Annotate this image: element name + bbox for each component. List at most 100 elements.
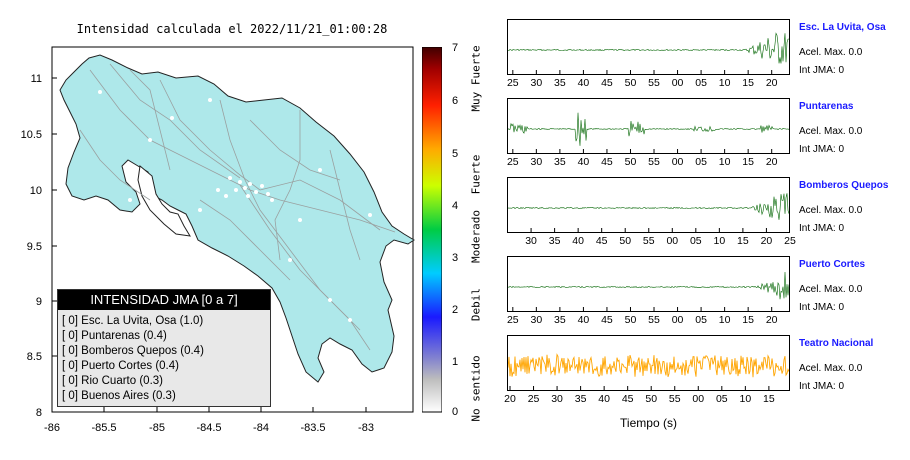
map-tick-marks [52,77,367,412]
y-tick-label: 9.5 [27,241,42,253]
time-tick-label: 30 [525,235,537,247]
time-tick-label: 55 [648,156,660,168]
station-jma-intensity: Int JMA: 0 [799,65,845,76]
road-network [79,63,396,351]
time-tick-label: 30 [530,314,543,326]
legend-item: [ 0] Buenos Aires (0.3) [62,390,176,402]
time-tick-label: 35 [554,314,566,326]
waveform-trace [508,353,789,390]
station-name: Bomberos Quepos [799,180,889,191]
time-tick-row: 30 35 40 45 50 55 00 05 10 15 20 25 [507,235,796,247]
time-tick-label: 15 [742,156,754,168]
scale-category: Fuerte [469,154,483,195]
time-tick-label: 25 [506,314,519,326]
scale-category: Muy Fuerte [469,45,483,112]
intensity-color-scale [422,47,442,413]
time-tick-label: 45 [601,314,613,326]
costa-rica-land [59,54,415,383]
time-tick-label: 45 [621,393,634,405]
time-tick-label: 00 [692,393,705,405]
intensity-legend: INTENSIDAD JMA [0 a 7] [ 0] Esc. La Uvit… [57,289,271,407]
x-tick-label: -85 [149,422,165,434]
time-tick-label: 50 [619,235,632,247]
station-jma-intensity: Int JMA: 0 [799,223,845,234]
time-tick-label: 50 [624,314,637,326]
map-axes: -86 -85.5 -85 -84.5 -84 -83.5 -83 11 10.… [21,73,374,434]
time-tick-row: 25 30 35 40 45 50 55 00 05 10 15 20 [507,77,790,89]
station-dots [98,90,372,322]
time-tick-label: 15 [737,235,749,247]
time-tick-label: 20 [760,235,773,247]
waveform-trace [508,112,789,153]
waveform-trace [508,32,789,74]
x-tick-label: -84.5 [196,422,221,434]
legend-item: [ 0] Bomberos Quepos (0.4) [62,345,204,357]
time-tick-label: 00 [671,77,684,89]
time-tick-label: 25 [784,235,796,247]
x-tick-label: -85.5 [91,422,116,434]
scale-tick: 3 [452,252,459,264]
time-tick-row: 25 30 35 40 45 50 55 00 05 10 15 20 [507,314,790,326]
time-tick-label: 35 [554,77,566,89]
waveform-line [508,271,789,300]
waveform-trace [508,271,789,311]
time-tick-label: 40 [577,77,590,89]
station-jma-intensity: Int JMA: 0 [799,381,845,392]
time-tick-label: 50 [624,156,637,168]
scale-tick: 2 [452,304,459,316]
legend-item: [ 0] Esc. La Uvita, Osa (1.0) [62,315,204,327]
legend-item: [ 0] Rio Cuarto (0.3) [62,375,163,387]
x-tick-label: -86 [44,422,60,434]
y-tick-label: 11 [31,73,42,85]
scale-tick: 7 [452,42,459,54]
time-tick-label: 20 [504,393,516,405]
time-tick-label: 25 [527,393,540,405]
time-tick-label: 00 [671,156,684,168]
scale-tick: 1 [452,356,459,368]
scale-tick: 6 [452,95,459,107]
time-tick-label: 45 [601,156,613,168]
waveform-panel [507,98,790,154]
station-max-accel: Acel. Max. 0.0 [799,363,863,374]
time-tick-label: 45 [601,77,613,89]
time-tick-label: 40 [572,235,584,247]
time-tick-label: 05 [689,235,702,247]
waveform-line [508,112,789,146]
time-tick-label: 00 [666,235,679,247]
waveform-line [508,193,789,220]
gulf-of-nicoya [137,165,191,237]
scale-category: Debil [469,287,483,322]
y-tick-label: 9 [36,296,42,308]
time-tick-label: 40 [577,314,590,326]
station-jma-intensity: Int JMA: 0 [799,302,845,313]
time-tick-label: 10 [718,77,731,89]
time-tick-label: 55 [648,314,660,326]
time-tick-label: 05 [695,314,707,326]
y-tick-label: 8 [36,407,42,419]
station-name: Esc. La Uvita, Osa [799,22,886,33]
x-tick-label: -83.5 [300,422,325,434]
time-tick-label: 15 [742,314,754,326]
waveform-line [508,353,789,378]
time-axis-label: Tiempo (s) [620,416,677,430]
legend-item: [ 0] Puerto Cortes (0.4) [62,360,179,372]
time-tick-label: 50 [624,77,637,89]
legend-header: INTENSIDAD JMA [0 a 7] [58,290,270,310]
time-tick-label: 25 [506,77,519,89]
time-tick-label: 10 [713,235,726,247]
waveform-line [508,32,789,64]
time-tick-label: 05 [695,77,707,89]
time-tick-label: 35 [548,235,561,247]
waveform-panel [507,335,790,391]
y-tick-label: 10.5 [21,129,42,141]
station-name: Puntarenas [799,101,854,112]
station-max-accel: Acel. Max. 0.0 [799,205,863,216]
time-tick-label: 10 [718,314,731,326]
time-tick-label: 45 [595,235,608,247]
time-tick-label: 15 [763,393,775,405]
station-max-accel: Acel. Max. 0.0 [799,126,863,137]
time-tick-label: 55 [668,393,681,405]
station-max-accel: Acel. Max. 0.0 [799,47,863,58]
legend-list: [ 0] Esc. La Uvita, Osa (1.0) [ 0] Punta… [58,310,270,404]
time-tick-row: 20 25 30 35 40 45 50 55 00 05 10 15 [504,393,790,405]
